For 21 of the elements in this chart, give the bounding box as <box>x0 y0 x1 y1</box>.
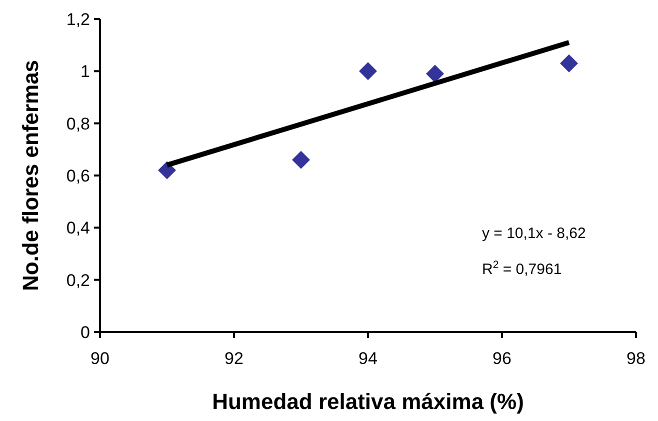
y-tick-label: 1,2 <box>66 10 90 29</box>
y-axis-title: No.de flores enfermas <box>18 60 43 292</box>
annotation: y = 10,1x - 8,62 <box>482 225 586 242</box>
x-tick-label: 90 <box>90 349 110 368</box>
x-axis-title: Humedad relativa máxima (%) <box>212 389 524 414</box>
point <box>292 150 310 169</box>
annotation: R$^{2}$ = 0,7961 <box>482 259 562 278</box>
x-tick-label: 94 <box>358 349 378 368</box>
y-tick-label: 0,4 <box>66 218 90 238</box>
y-tick-label: 1 <box>80 62 90 82</box>
point <box>560 54 578 72</box>
y-tick-label: 0 <box>80 322 90 342</box>
x-tick-label: 96 <box>492 349 512 368</box>
x-tick-label: 98 <box>626 349 646 368</box>
y-tick-label: 0,6 <box>66 166 90 186</box>
point <box>158 161 176 180</box>
point <box>359 62 377 80</box>
y-tick-label: 0,2 <box>66 270 90 290</box>
y-tick-label: 0,8 <box>66 114 90 134</box>
x-tick-label: 92 <box>224 349 244 368</box>
point <box>426 64 444 83</box>
